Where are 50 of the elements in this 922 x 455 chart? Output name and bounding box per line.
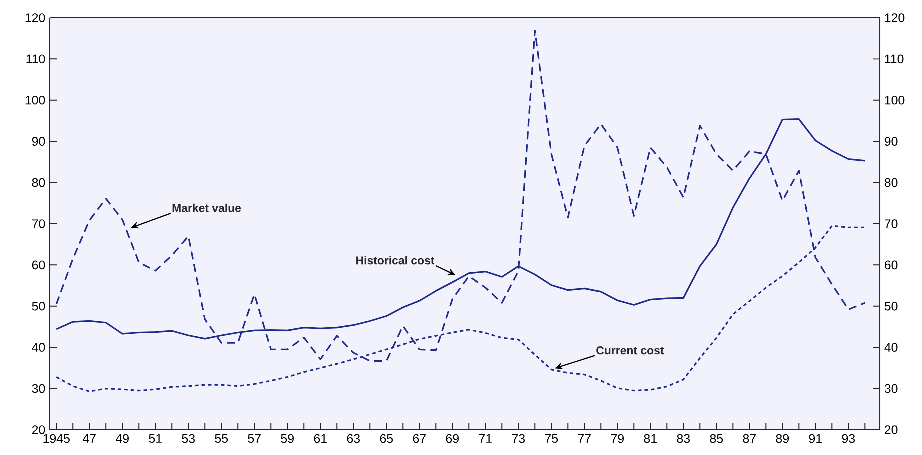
y2-tick-label: 20 <box>884 426 898 434</box>
y-tick-label: 60 <box>32 260 46 270</box>
y-tick-label: 120 <box>26 14 46 22</box>
y-tick-label: 100 <box>26 96 46 105</box>
y2-tick-label: 30 <box>884 384 898 394</box>
y2-tick-label: 100 <box>885 96 905 105</box>
y-tick-label: 90 <box>32 137 46 146</box>
annotation: Market value <box>172 204 242 212</box>
annotation: Current cost <box>596 346 664 355</box>
y-tick-label: 30 <box>32 384 46 394</box>
x-tick-label: 77 <box>578 434 591 443</box>
x-tick-label: 79 <box>611 434 624 444</box>
y2-tick-label: 70 <box>885 220 898 228</box>
x-tick-label: 67 <box>413 434 426 444</box>
y-tick-label: 50 <box>32 302 46 311</box>
y2-tick-label: 80 <box>884 178 898 188</box>
x-tick-label: 69 <box>446 434 459 444</box>
x-tick-label: 47 <box>82 434 96 443</box>
x-tick-label: 89 <box>776 434 789 444</box>
x-tick-label: 49 <box>116 434 129 444</box>
y2-tick-label: 110 <box>885 54 904 64</box>
y2-tick-label: 120 <box>885 14 905 22</box>
y2-tick-label: 90 <box>884 137 898 146</box>
x-tick-label: 75 <box>545 434 558 444</box>
x-tick-label: 61 <box>314 434 327 444</box>
y2-tick-label: 50 <box>884 302 898 311</box>
x-tick-label: 87 <box>743 434 756 444</box>
y-tick-label: 20 <box>32 426 46 434</box>
x-tick-label: 81 <box>644 434 657 444</box>
y-tick-label: 70 <box>32 220 46 228</box>
x-tick-label: 57 <box>248 434 261 444</box>
x-tick-label: 71 <box>479 434 492 443</box>
x-tick-label: 1945 <box>44 434 70 444</box>
x-tick-label: 63 <box>347 434 360 444</box>
x-tick-label: 65 <box>380 434 394 444</box>
x-tick-label: 55 <box>215 434 228 444</box>
x-tick-label: 53 <box>182 434 195 444</box>
x-tick-label: 93 <box>842 434 856 444</box>
x-tick-label: 51 <box>149 434 162 444</box>
y2-tick-label: 40 <box>884 343 898 352</box>
y2-tick-label: 60 <box>884 260 898 270</box>
x-tick-label: 59 <box>281 434 294 444</box>
annotation: Historical cost <box>356 256 435 265</box>
y-tick-label: 110 <box>26 54 46 64</box>
x-tick-label: 91 <box>809 434 822 444</box>
x-tick-label: 73 <box>512 434 526 444</box>
x-tick-label: 83 <box>677 434 690 444</box>
x-tick-label: 85 <box>710 434 724 444</box>
y-tick-label: 80 <box>32 178 46 188</box>
y-tick-label: 40 <box>32 343 46 352</box>
